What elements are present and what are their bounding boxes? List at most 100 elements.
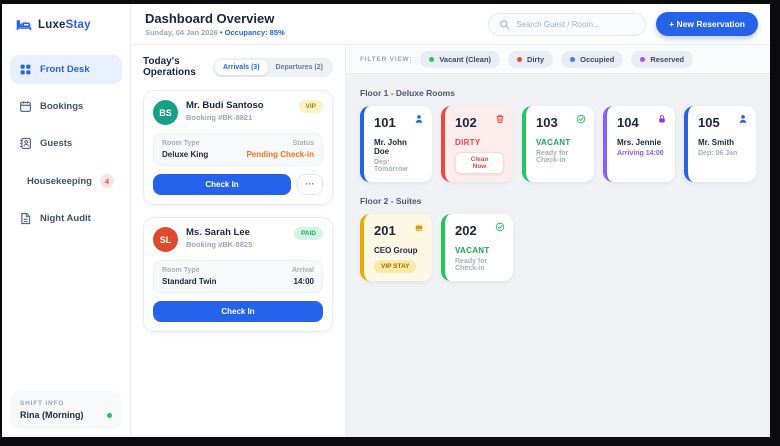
filter-vacant-clean[interactable]: Vacant (Clean) xyxy=(420,50,501,68)
filter-dirty[interactable]: Dirty xyxy=(508,50,554,68)
operations-panel: Today's Operations Arrivals (3) Departur… xyxy=(131,45,346,437)
operations-tabs: Arrivals (3) Departures (2) xyxy=(212,57,333,77)
tab-arrivals[interactable]: Arrivals (3) xyxy=(214,59,268,75)
booking-id: Booking #BK-8825 xyxy=(186,240,253,249)
status-dot-icon xyxy=(429,56,435,62)
filter-reserved[interactable]: Reserved xyxy=(631,50,694,68)
room-ready-note: Ready for Check-in xyxy=(536,150,569,164)
room-card-101[interactable]: 101 Mr. John Doe Dep: Tomorrow xyxy=(360,106,432,182)
field-value: Deluxe King xyxy=(162,150,209,159)
room-number: 103 xyxy=(536,115,558,130)
room-guest-name: Mrs. Jennie xyxy=(617,138,662,147)
room-departure-note: Dep: Tomorrow xyxy=(374,159,408,173)
new-reservation-button[interactable]: + New Reservation xyxy=(656,12,758,36)
tab-departures[interactable]: Departures (2) xyxy=(275,63,323,71)
floor-2-grid: 201 CEO Group VIP STAY 202 VACANT Ready … xyxy=(360,214,756,281)
crown-icon xyxy=(414,222,424,232)
guest-name: Mr. Budi Santoso xyxy=(186,100,264,111)
check-in-button[interactable]: Check In xyxy=(153,174,291,195)
address-book-icon xyxy=(19,137,32,150)
search-box[interactable] xyxy=(488,12,647,36)
occupied-person-icon xyxy=(414,114,424,124)
paid-badge: PAID xyxy=(293,227,323,240)
occupancy-text: Occupancy: 85% xyxy=(224,28,285,37)
separator-dot: • xyxy=(219,28,223,37)
sidebar-item-guests[interactable]: Guests xyxy=(10,129,122,158)
app-window: LuxeStay Front Desk Bookings Guests Hous… xyxy=(2,4,770,437)
field-value: 14:00 xyxy=(293,277,314,286)
operations-title: Today's Operations xyxy=(143,56,196,78)
search-icon xyxy=(499,19,510,30)
date-text: Sunday, 04 Jan 2026 xyxy=(145,28,218,37)
guest-identity: Mr. Budi Santoso Booking #BK-8821 xyxy=(186,100,264,122)
status-dot-icon xyxy=(570,56,576,62)
field-label: Room Type xyxy=(162,267,200,274)
room-arrival-note: Arriving 14:00 xyxy=(617,150,664,157)
housekeeping-count-badge: 4 xyxy=(99,174,114,188)
shift-info-label: SHIFT INFO xyxy=(20,400,65,407)
field-label: Arrival xyxy=(291,267,314,274)
room-number: 202 xyxy=(455,223,477,238)
check-circle-icon xyxy=(576,114,586,124)
page-title: Dashboard Overview xyxy=(145,11,275,26)
check-in-button[interactable]: Check In xyxy=(153,301,323,322)
filter-bar: FILTER VIEW: Vacant (Clean) Dirty Occupi… xyxy=(346,45,770,74)
filter-label-text: Dirty xyxy=(527,54,545,64)
sidebar-item-label: Housekeeping xyxy=(27,175,92,187)
calendar-icon xyxy=(19,100,32,113)
filter-label-text: Vacant (Clean) xyxy=(439,54,492,64)
room-card-103[interactable]: 103 VACANT Ready for Check-in xyxy=(522,106,594,182)
sidebar-item-housekeeping[interactable]: Housekeeping 4 xyxy=(10,166,122,196)
room-number: 101 xyxy=(374,115,396,130)
room-status-text: VACANT xyxy=(455,246,490,255)
status-dot-icon xyxy=(517,56,523,62)
room-status-text: DIRTY xyxy=(455,138,481,147)
room-number: 104 xyxy=(617,115,639,130)
search-input[interactable] xyxy=(516,19,636,29)
room-card-102[interactable]: 102 DIRTY Clean Now xyxy=(441,106,513,182)
field-label: Status xyxy=(292,140,314,147)
booking-details: Room Type Standard Twin Arrival 14:00 xyxy=(153,260,323,293)
floor-1-heading: Floor 1 - Deluxe Rooms xyxy=(360,88,455,98)
page-subtitle: Sunday, 04 Jan 2026 • Occupancy: 85% xyxy=(145,28,285,37)
arrival-card: SL Ms. Sarah Lee Booking #BK-8825 PAID R… xyxy=(143,217,333,332)
filter-occupied[interactable]: Occupied xyxy=(561,50,624,68)
bed-icon xyxy=(16,17,32,33)
occupied-person-icon xyxy=(738,114,748,124)
room-card-202[interactable]: 202 VACANT Ready for Check-in xyxy=(441,214,513,281)
sidebar-item-label: Guests xyxy=(40,138,73,149)
field-label: Room Type xyxy=(162,140,200,147)
grid-icon xyxy=(19,63,32,76)
more-options-button[interactable]: ··· xyxy=(297,174,323,195)
room-departure-note: Dep: 06 Jan xyxy=(698,150,738,157)
shift-info-card: SHIFT INFO Rina (Morning) xyxy=(10,391,122,429)
shift-info-value: Rina (Morning) xyxy=(20,410,84,420)
room-card-105[interactable]: 105 Mr. Smith Dep: 06 Jan xyxy=(684,106,756,182)
room-ready-note: Ready for Check-in xyxy=(455,258,488,272)
guest-identity: Ms. Sarah Lee Booking #BK-8825 xyxy=(186,227,252,249)
room-number: 201 xyxy=(374,223,396,238)
clean-now-button[interactable]: Clean Now xyxy=(455,152,504,174)
sidebar-item-label: Bookings xyxy=(40,101,84,112)
filter-label-text: Reserved xyxy=(650,54,685,64)
floor-2-heading: Floor 2 - Suites xyxy=(360,196,422,206)
arrival-card: BS Mr. Budi Santoso Booking #BK-8821 VIP… xyxy=(143,90,333,205)
sidebar-item-label: Night Audit xyxy=(40,213,91,224)
main-area: Dashboard Overview Sunday, 04 Jan 2026 •… xyxy=(131,4,770,437)
sidebar-nav: Front Desk Bookings Guests Housekeeping … xyxy=(2,45,130,383)
room-card-104[interactable]: 104 Mrs. Jennie Arriving 14:00 xyxy=(603,106,675,182)
room-guest-name: Mr. John Doe xyxy=(374,138,407,156)
booking-details: Room Type Deluxe King Status Pending Che… xyxy=(153,133,323,166)
sidebar-item-night-audit[interactable]: Night Audit xyxy=(10,204,122,233)
sidebar-item-front-desk[interactable]: Front Desk xyxy=(10,55,122,84)
filter-label-text: Occupied xyxy=(580,54,615,64)
filter-view-label: FILTER VIEW: xyxy=(360,55,413,63)
room-card-201[interactable]: 201 CEO Group VIP STAY xyxy=(360,214,432,281)
check-circle-icon xyxy=(495,222,505,232)
sidebar-item-label: Front Desk xyxy=(40,64,90,75)
guest-name: Ms. Sarah Lee xyxy=(186,227,250,238)
status-value: Pending Check-in xyxy=(246,150,314,159)
sidebar: LuxeStay Front Desk Bookings Guests Hous… xyxy=(2,4,131,437)
sidebar-item-bookings[interactable]: Bookings xyxy=(10,92,122,121)
room-number: 105 xyxy=(698,115,720,130)
